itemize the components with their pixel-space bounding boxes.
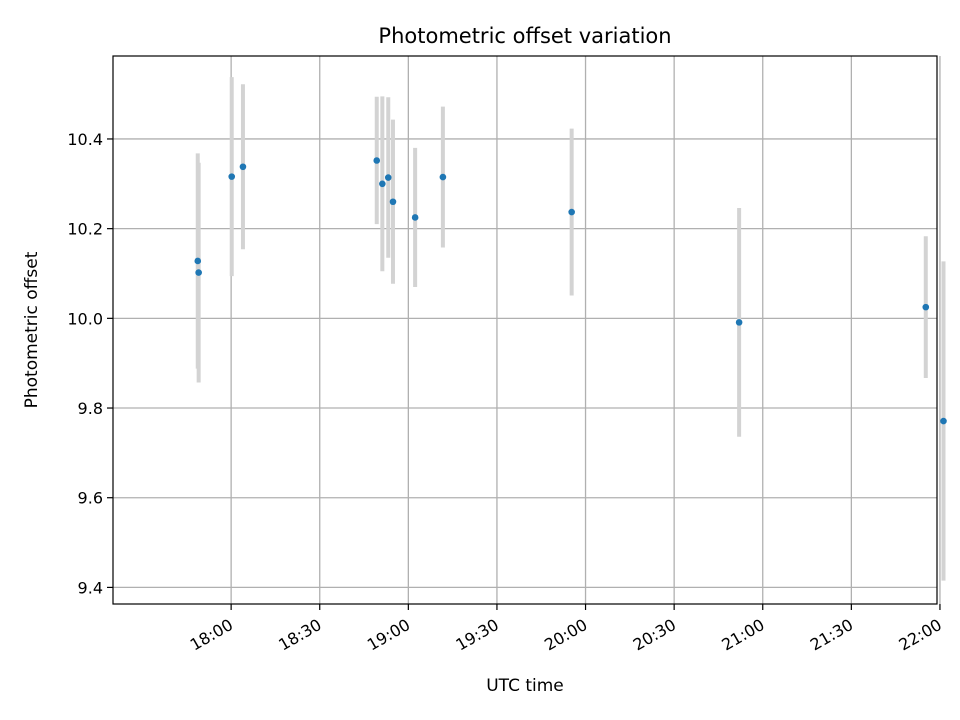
y-tick-label: 9.8 <box>78 399 103 418</box>
data-point <box>735 319 743 326</box>
y-tick-label: 9.4 <box>78 578 103 597</box>
data-point <box>439 173 447 181</box>
axes-frame <box>112 55 938 605</box>
plot-area <box>112 55 947 605</box>
chart-title: Photometric offset variation <box>378 24 671 48</box>
data-point <box>195 269 202 276</box>
y-tick-label: 10.0 <box>67 309 103 328</box>
y-axis-title: Photometric offset <box>22 251 42 408</box>
x-axis-title: UTC time <box>486 676 564 696</box>
data-point <box>373 157 381 164</box>
data-point <box>940 417 947 425</box>
y-axis-ticks: 9.4 9.6 9.8 10.0 10.2 10.4 <box>67 130 113 597</box>
y-tick-label: 9.6 <box>78 489 103 508</box>
data-point <box>384 174 392 181</box>
data-point <box>194 257 202 265</box>
data-point <box>228 173 236 180</box>
y-tick-label: 10.4 <box>67 130 103 149</box>
data-point <box>922 303 930 311</box>
data-point <box>568 208 575 216</box>
data-points <box>194 157 947 425</box>
axes-background <box>113 56 937 604</box>
data-point <box>389 198 397 206</box>
grid <box>113 56 941 604</box>
data-point <box>239 163 247 171</box>
data-point <box>379 180 386 188</box>
y-tick-label: 10.2 <box>67 220 103 239</box>
data-point <box>411 214 419 221</box>
